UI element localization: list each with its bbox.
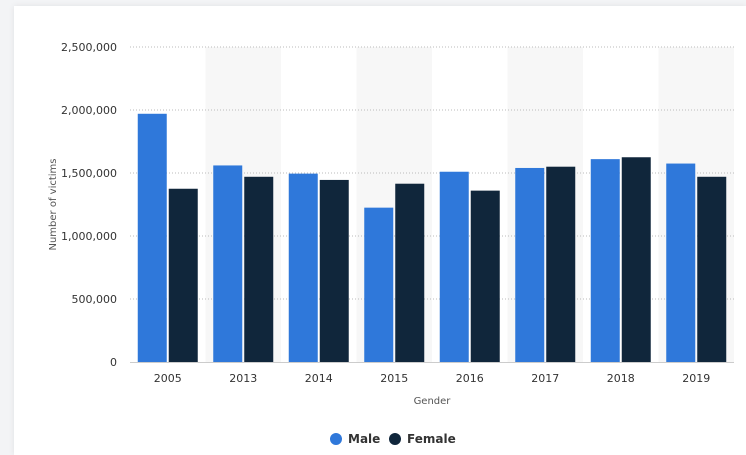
legend-swatch: [330, 433, 342, 445]
bar-male-2016[interactable]: [439, 171, 469, 362]
legend-label: Female: [407, 432, 456, 446]
bar-female-2014[interactable]: [319, 179, 349, 362]
y-tick-label: 1,500,000: [61, 167, 117, 180]
x-tick-label: 2018: [607, 372, 635, 385]
bar-female-2018[interactable]: [621, 157, 651, 362]
bar-female-2017[interactable]: [546, 166, 576, 362]
legend: Male Female: [330, 432, 456, 446]
x-tick-label: 2017: [531, 372, 559, 385]
y-tick-label: 0: [110, 356, 117, 369]
x-tick-label: 2015: [380, 372, 408, 385]
bar-female-2013[interactable]: [244, 176, 274, 362]
bar-male-2005[interactable]: [137, 113, 167, 362]
bar-female-2016[interactable]: [470, 190, 500, 362]
category-bands: [205, 47, 734, 362]
bar-male-2013[interactable]: [213, 165, 243, 362]
legend-item-female[interactable]: Female: [389, 432, 456, 446]
legend-label: Male: [348, 432, 380, 446]
x-tick-label: 2013: [229, 372, 257, 385]
bar-male-2014[interactable]: [288, 173, 318, 362]
bar-male-2019[interactable]: [666, 163, 696, 362]
y-tick-label: 500,000: [72, 293, 118, 306]
x-tick-label: 2019: [682, 372, 710, 385]
bars: [137, 113, 727, 362]
bar-male-2018[interactable]: [590, 159, 620, 362]
legend-swatch: [389, 433, 401, 445]
x-tick-label: 2005: [154, 372, 182, 385]
bar-female-2005[interactable]: [168, 188, 198, 362]
y-axis-title: Number of victims: [48, 158, 59, 250]
y-tick-label: 2,500,000: [61, 41, 117, 54]
bar-male-2015[interactable]: [364, 207, 394, 362]
bar-female-2019[interactable]: [697, 176, 727, 362]
bar-male-2017[interactable]: [515, 167, 545, 362]
legend-item-male[interactable]: Male: [330, 432, 380, 446]
x-tick-label: 2016: [456, 372, 484, 385]
bar-female-2015[interactable]: [395, 183, 425, 362]
y-tick-label: 1,000,000: [61, 230, 117, 243]
x-axis-title: Gender: [414, 396, 452, 407]
x-tick-label: 2014: [305, 372, 333, 385]
x-axis-ticks: 2005 2013 2014 2015 2016 2017 2018 2019: [154, 372, 711, 385]
y-tick-label: 2,000,000: [61, 104, 117, 117]
y-axis-ticks: 0 500,000 1,000,000 1,500,000 2,000,000 2,500…: [61, 41, 117, 369]
